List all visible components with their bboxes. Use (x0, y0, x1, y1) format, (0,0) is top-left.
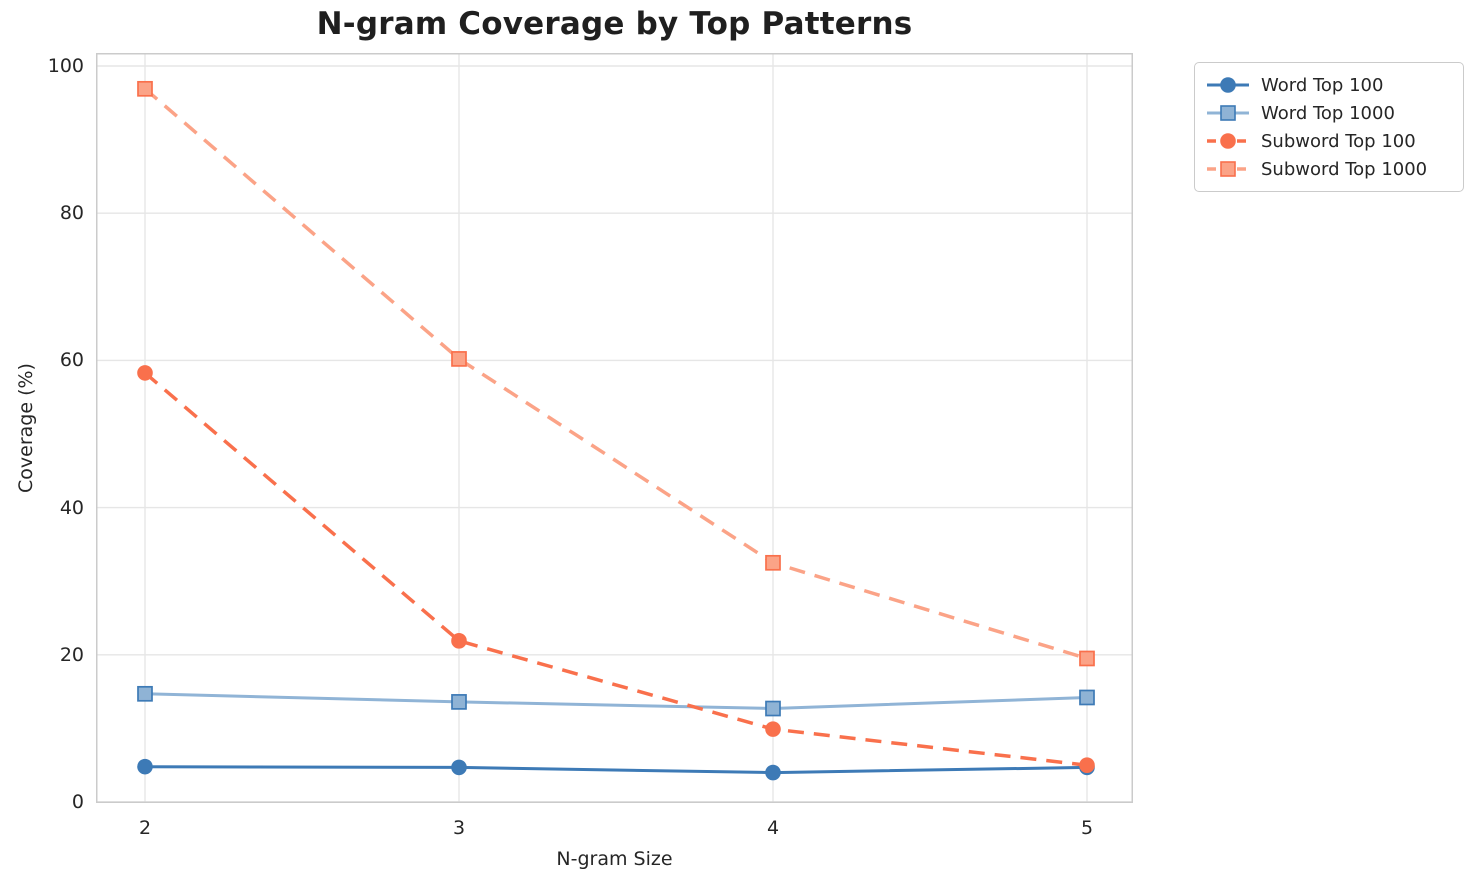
marker-word-top-100-x4 (765, 764, 781, 781)
y-tick-label-40: 40 (59, 496, 84, 519)
marker-word-top-1000-x3 (451, 694, 467, 710)
y-tick-label-80: 80 (59, 202, 84, 225)
series-line-subword-top-100 (143, 371, 1088, 767)
marker-subword-top-1000-x5 (1079, 650, 1095, 667)
legend-swatch-word-top-1000 (1207, 105, 1249, 121)
marker-word-top-100-x3 (451, 759, 467, 776)
legend-swatch-subword-top-100 (1207, 133, 1249, 149)
y-tick-label-20: 20 (59, 643, 84, 666)
x-axis-label: N-gram Size (556, 848, 673, 870)
plot-canvas (96, 53, 1133, 803)
series-line-word-top-100 (144, 765, 1088, 775)
legend-item-word-top-1000: Word Top 1000 (1205, 99, 1453, 127)
legend: Word Top 100 Word Top 1000 Subword Top 100… (1194, 62, 1464, 192)
marker-subword-top-100-x4 (765, 721, 781, 737)
legend-label-subword-top-100: Subword Top 100 (1261, 130, 1416, 152)
x-tick-label-4: 4 (766, 817, 780, 839)
marker-word-top-1000-x5 (1079, 689, 1095, 706)
legend-item-subword-top-100: Subword Top 100 (1205, 127, 1453, 155)
legend-label-word-top-1000: Word Top 1000 (1261, 102, 1395, 124)
y-tick-label-0: 0 (71, 791, 84, 813)
axes-border (96, 53, 1133, 803)
legend-item-word-top-100: Word Top 100 (1205, 71, 1453, 99)
legend-label-subword-top-1000: Subword Top 1000 (1261, 158, 1428, 180)
legend-swatch-word-top-100 (1207, 77, 1249, 93)
x-tick-label-5: 5 (1080, 817, 1094, 839)
series-line-word-top-1000 (144, 692, 1088, 710)
y-axis-label: Coverage (%) (15, 363, 37, 493)
marker-subword-top-1000-x4 (765, 554, 781, 571)
marker-word-top-1000-x4 (765, 700, 781, 717)
marker-word-top-1000-x2 (137, 685, 153, 702)
marker-subword-top-100-x2 (137, 365, 153, 381)
chart-title: N-gram Coverage by Top Patterns (316, 6, 913, 42)
marker-word-top-100-x2 (137, 758, 153, 775)
legend-label-word-top-100: Word Top 100 (1261, 74, 1384, 96)
legend-marker-word-top-100 (1220, 77, 1236, 93)
x-tick-label-3: 3 (452, 817, 466, 839)
legend-marker-subword-top-1000 (1220, 161, 1236, 177)
y-tick-label-100: 100 (47, 55, 84, 77)
marker-subword-top-1000-x2 (137, 80, 153, 97)
marker-subword-top-1000-x3 (451, 351, 467, 367)
legend-marker-subword-top-100 (1220, 133, 1236, 149)
legend-item-subword-top-1000: Subword Top 1000 (1205, 155, 1453, 183)
y-tick-label-60: 60 (59, 349, 84, 372)
plot-area (96, 53, 1133, 803)
marker-subword-top-100-x5 (1079, 757, 1095, 773)
legend-marker-word-top-1000 (1220, 105, 1236, 121)
legend-swatch-subword-top-1000 (1207, 161, 1249, 177)
marker-subword-top-100-x3 (451, 633, 467, 649)
x-tick-label-2: 2 (138, 817, 152, 839)
series-line-subword-top-1000 (143, 87, 1088, 661)
